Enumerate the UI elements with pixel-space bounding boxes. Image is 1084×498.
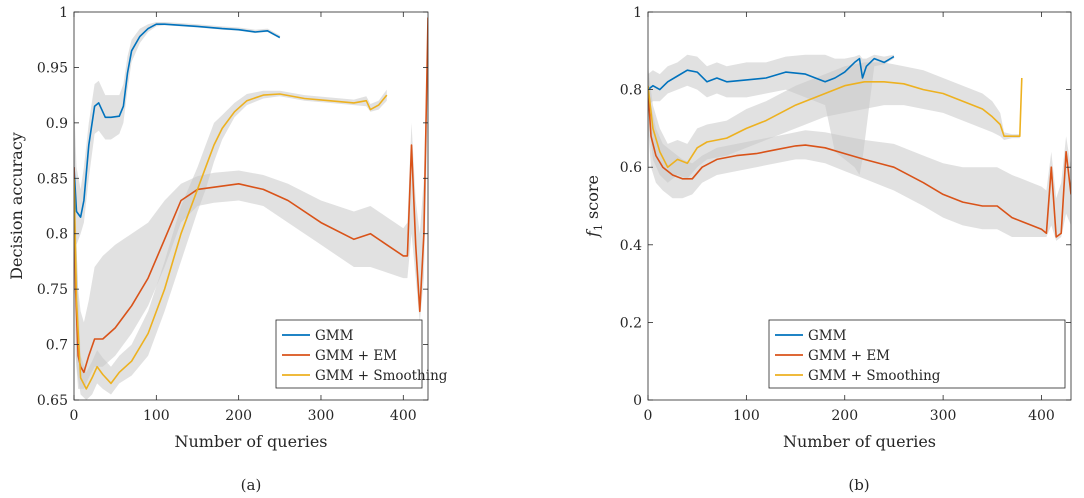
y-tick-label: 0.75 bbox=[37, 282, 68, 298]
series-line-gmm-smoothing bbox=[74, 93, 388, 390]
y-tick-label: 0.95 bbox=[37, 60, 68, 76]
panel-a-ylabel: Decision accuracy bbox=[7, 132, 26, 280]
x-tick-label: 300 bbox=[930, 408, 957, 424]
panel-a-lines bbox=[74, 17, 428, 390]
y-tick-label: 1 bbox=[59, 5, 68, 21]
panel-a-legend: GMM GMM + EM GMM + Smoothing bbox=[275, 319, 448, 389]
y-tick-label: 0.2 bbox=[620, 315, 642, 331]
legend-label-gmm-smoothing: GMM + Smoothing bbox=[315, 368, 448, 384]
x-tick-label: 0 bbox=[70, 408, 79, 424]
panel-b-lines bbox=[648, 55, 1071, 238]
x-tick-label: 300 bbox=[308, 408, 335, 424]
y-tick-label: 0.4 bbox=[620, 238, 642, 254]
panel-b-bands bbox=[648, 54, 1071, 241]
band-gmm bbox=[74, 22, 280, 245]
y-tick-label: 0.7 bbox=[46, 338, 68, 354]
legend-label-gmm: GMM bbox=[808, 328, 847, 344]
band-gmm-em bbox=[74, 12, 428, 389]
panel-b-ylabel-f: f bbox=[583, 228, 602, 238]
x-tick-label: 100 bbox=[733, 408, 760, 424]
legend-box bbox=[768, 319, 1066, 389]
x-tick-label: 0 bbox=[644, 408, 653, 424]
x-tick-label: 200 bbox=[831, 408, 858, 424]
series-line-gmm bbox=[74, 23, 281, 218]
panel-a-xlabel: Number of queries bbox=[174, 432, 327, 451]
series-line-gmm-em bbox=[648, 89, 1071, 238]
panel-b-ylabel-sub: 1 bbox=[592, 224, 605, 231]
band-gmm-em bbox=[648, 66, 1071, 241]
y-tick-label: 0 bbox=[633, 393, 642, 409]
series-line-gmm bbox=[648, 55, 895, 91]
legend-label-gmm-em: GMM + EM bbox=[315, 348, 397, 364]
y-tick-label: 0.9 bbox=[46, 116, 68, 132]
x-tick-label: 400 bbox=[1028, 408, 1055, 424]
y-tick-label: 0.8 bbox=[46, 227, 68, 243]
panel-b-axes-frame bbox=[647, 11, 1072, 401]
series-line-gmm-em bbox=[74, 17, 428, 374]
y-tick-label: 0.6 bbox=[620, 160, 642, 176]
panel-b-caption: (b) bbox=[848, 476, 869, 494]
panel-a-caption: (a) bbox=[241, 476, 262, 494]
series-line-gmm-smoothing bbox=[648, 77, 1023, 168]
panel-b-ylabel: f1 score bbox=[583, 175, 605, 238]
panel-a-ticks: 0 100 200 300 400 0.65 0.7 0.75 0.8 0.85 0.9 0.95 1 bbox=[37, 5, 428, 424]
x-tick-label: 100 bbox=[143, 408, 170, 424]
panel-a-axes-frame bbox=[73, 11, 429, 401]
panel-b-ticks: 0 100 200 300 400 0 0.2 0.4 0.6 0.8 1 bbox=[620, 5, 1071, 424]
legend-box bbox=[275, 319, 423, 389]
panel-b-xlabel: Number of queries bbox=[783, 432, 936, 451]
y-tick-label: 0.8 bbox=[620, 83, 642, 99]
panel-b: 0 100 200 300 400 0 0.2 0.4 0.6 0.8 1 Number of qu… bbox=[583, 5, 1072, 494]
panel-b-ylabel-rest: score bbox=[583, 175, 602, 224]
legend-label-gmm-em: GMM + EM bbox=[808, 348, 890, 364]
y-tick-label: 0.85 bbox=[37, 171, 68, 187]
x-tick-label: 200 bbox=[225, 408, 252, 424]
y-tick-label: 0.65 bbox=[37, 393, 68, 409]
band-gmm-smoothing bbox=[648, 62, 1022, 183]
panel-a: 0 100 200 300 4000.650.70.750.80.850.90.951 … bbox=[7, 5, 448, 494]
y-tick-label: 1 bbox=[633, 5, 642, 21]
legend-label-gmm-smoothing: GMM + Smoothing bbox=[808, 368, 941, 384]
legend-label-gmm: GMM bbox=[315, 328, 354, 344]
panel-b-legend: GMM GMM + EM GMM + Smoothing bbox=[768, 319, 1066, 389]
x-tick-label: 400 bbox=[390, 408, 417, 424]
